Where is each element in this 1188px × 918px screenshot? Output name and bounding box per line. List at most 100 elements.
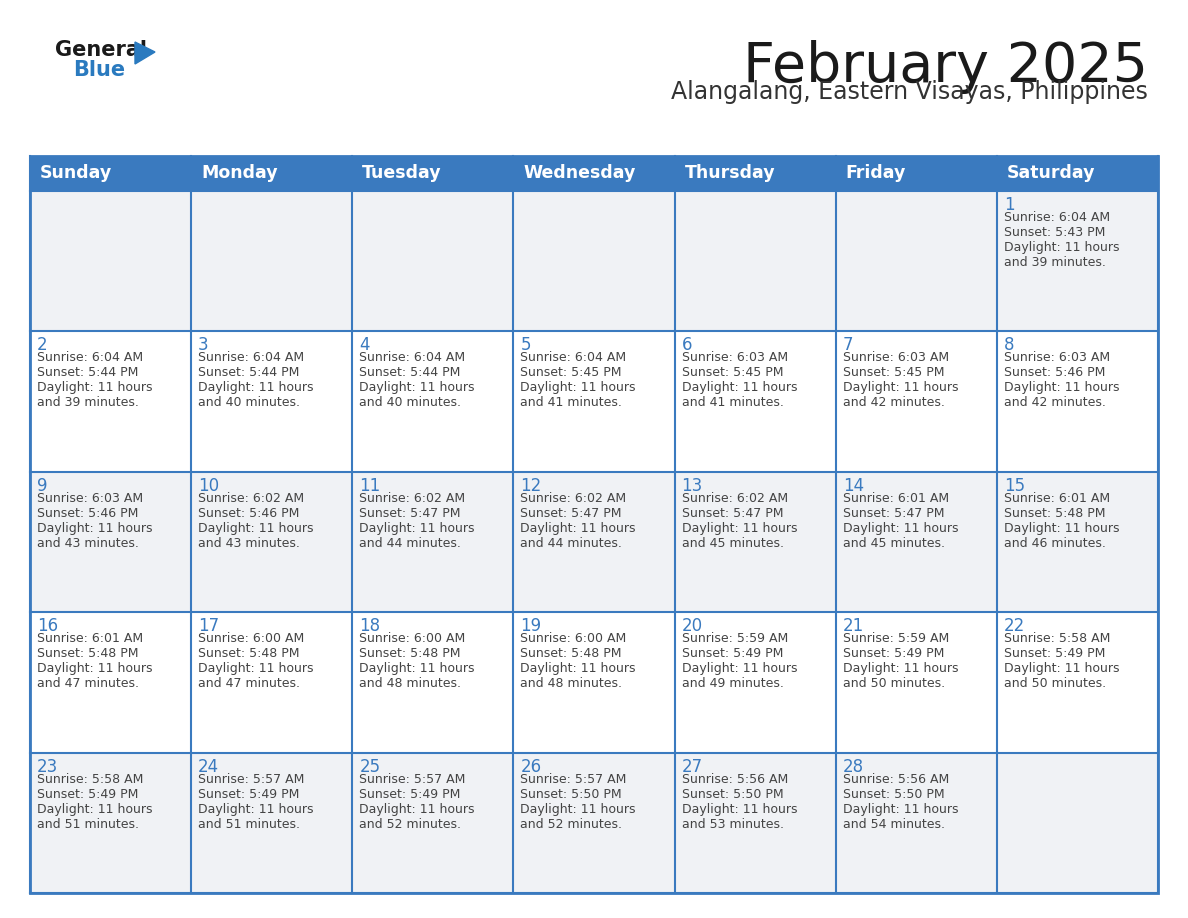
Text: Sunrise: 6:04 AM: Sunrise: 6:04 AM (520, 352, 626, 364)
Text: 27: 27 (682, 757, 702, 776)
Text: 17: 17 (198, 617, 220, 635)
Text: Daylight: 11 hours: Daylight: 11 hours (842, 662, 959, 676)
Polygon shape (135, 42, 154, 64)
Text: and 40 minutes.: and 40 minutes. (359, 397, 461, 409)
Text: and 52 minutes.: and 52 minutes. (359, 818, 461, 831)
Text: Sunset: 5:49 PM: Sunset: 5:49 PM (682, 647, 783, 660)
Text: Daylight: 11 hours: Daylight: 11 hours (682, 802, 797, 815)
Text: and 41 minutes.: and 41 minutes. (520, 397, 623, 409)
Text: Sunday: Sunday (40, 164, 112, 183)
Bar (30, 331, 191, 472)
Text: Daylight: 11 hours: Daylight: 11 hours (37, 802, 152, 815)
Text: Sunset: 5:47 PM: Sunset: 5:47 PM (520, 507, 623, 520)
Bar (675, 612, 835, 753)
Bar (997, 191, 1158, 331)
Text: Sunset: 5:50 PM: Sunset: 5:50 PM (682, 788, 783, 800)
Bar (191, 612, 353, 753)
Text: Sunset: 5:48 PM: Sunset: 5:48 PM (198, 647, 299, 660)
Text: Thursday: Thursday (684, 164, 776, 183)
Text: Sunrise: 5:59 AM: Sunrise: 5:59 AM (842, 633, 949, 645)
Text: Sunrise: 5:57 AM: Sunrise: 5:57 AM (359, 773, 466, 786)
Text: Daylight: 11 hours: Daylight: 11 hours (1004, 381, 1119, 395)
Text: Daylight: 11 hours: Daylight: 11 hours (37, 381, 152, 395)
Text: 22: 22 (1004, 617, 1025, 635)
Text: Daylight: 11 hours: Daylight: 11 hours (359, 662, 475, 676)
Bar (675, 472, 835, 612)
Text: 23: 23 (37, 757, 58, 776)
Text: Daylight: 11 hours: Daylight: 11 hours (520, 381, 636, 395)
Bar (835, 753, 997, 893)
Bar (513, 753, 675, 893)
Text: General: General (55, 40, 147, 60)
Bar (353, 612, 513, 753)
Bar (675, 753, 835, 893)
Text: Sunset: 5:49 PM: Sunset: 5:49 PM (198, 788, 299, 800)
Bar (191, 472, 353, 612)
Text: Sunset: 5:49 PM: Sunset: 5:49 PM (1004, 647, 1105, 660)
Text: Sunset: 5:49 PM: Sunset: 5:49 PM (842, 647, 944, 660)
Text: 12: 12 (520, 476, 542, 495)
Text: Sunset: 5:48 PM: Sunset: 5:48 PM (359, 647, 461, 660)
Text: and 46 minutes.: and 46 minutes. (1004, 537, 1106, 550)
Text: Daylight: 11 hours: Daylight: 11 hours (842, 521, 959, 535)
Text: Sunrise: 6:04 AM: Sunrise: 6:04 AM (1004, 211, 1110, 224)
Text: Sunrise: 6:01 AM: Sunrise: 6:01 AM (842, 492, 949, 505)
Text: Sunset: 5:44 PM: Sunset: 5:44 PM (198, 366, 299, 379)
Bar (675, 331, 835, 472)
Text: Daylight: 11 hours: Daylight: 11 hours (1004, 241, 1119, 254)
Text: Sunrise: 6:03 AM: Sunrise: 6:03 AM (37, 492, 143, 505)
Text: Daylight: 11 hours: Daylight: 11 hours (842, 381, 959, 395)
Text: and 44 minutes.: and 44 minutes. (520, 537, 623, 550)
Text: 19: 19 (520, 617, 542, 635)
Text: and 49 minutes.: and 49 minutes. (682, 677, 783, 690)
Text: Sunset: 5:44 PM: Sunset: 5:44 PM (37, 366, 138, 379)
Text: 24: 24 (198, 757, 220, 776)
Text: 14: 14 (842, 476, 864, 495)
Text: Sunset: 5:45 PM: Sunset: 5:45 PM (682, 366, 783, 379)
Text: and 42 minutes.: and 42 minutes. (1004, 397, 1106, 409)
Text: Sunset: 5:50 PM: Sunset: 5:50 PM (842, 788, 944, 800)
Text: Daylight: 11 hours: Daylight: 11 hours (520, 521, 636, 535)
Bar (997, 331, 1158, 472)
Text: Sunrise: 6:02 AM: Sunrise: 6:02 AM (198, 492, 304, 505)
Text: Sunrise: 6:00 AM: Sunrise: 6:00 AM (520, 633, 627, 645)
Text: and 45 minutes.: and 45 minutes. (682, 537, 784, 550)
Bar (997, 612, 1158, 753)
Text: and 41 minutes.: and 41 minutes. (682, 397, 783, 409)
Bar (191, 753, 353, 893)
Text: Sunrise: 5:57 AM: Sunrise: 5:57 AM (198, 773, 304, 786)
Text: Sunset: 5:45 PM: Sunset: 5:45 PM (842, 366, 944, 379)
Text: Sunset: 5:48 PM: Sunset: 5:48 PM (37, 647, 139, 660)
Text: Sunrise: 5:56 AM: Sunrise: 5:56 AM (842, 773, 949, 786)
Bar (30, 753, 191, 893)
Text: Daylight: 11 hours: Daylight: 11 hours (1004, 662, 1119, 676)
Text: Sunrise: 6:04 AM: Sunrise: 6:04 AM (359, 352, 466, 364)
Text: Sunrise: 6:03 AM: Sunrise: 6:03 AM (682, 352, 788, 364)
Text: Sunrise: 6:00 AM: Sunrise: 6:00 AM (198, 633, 304, 645)
Text: Daylight: 11 hours: Daylight: 11 hours (682, 521, 797, 535)
Text: 7: 7 (842, 336, 853, 354)
Text: Daylight: 11 hours: Daylight: 11 hours (359, 802, 475, 815)
Text: Sunrise: 5:56 AM: Sunrise: 5:56 AM (682, 773, 788, 786)
Text: Daylight: 11 hours: Daylight: 11 hours (359, 381, 475, 395)
Text: 5: 5 (520, 336, 531, 354)
Text: and 52 minutes.: and 52 minutes. (520, 818, 623, 831)
Bar (997, 472, 1158, 612)
Bar (30, 156, 1158, 893)
Text: 13: 13 (682, 476, 703, 495)
Bar (353, 472, 513, 612)
Bar (835, 472, 997, 612)
Text: Sunset: 5:48 PM: Sunset: 5:48 PM (1004, 507, 1105, 520)
Bar (997, 753, 1158, 893)
Text: and 47 minutes.: and 47 minutes. (37, 677, 139, 690)
Text: Wednesday: Wednesday (524, 164, 636, 183)
Text: Daylight: 11 hours: Daylight: 11 hours (198, 381, 314, 395)
Bar (513, 191, 675, 331)
Text: Daylight: 11 hours: Daylight: 11 hours (682, 381, 797, 395)
Text: 11: 11 (359, 476, 380, 495)
Text: Daylight: 11 hours: Daylight: 11 hours (37, 662, 152, 676)
Text: Daylight: 11 hours: Daylight: 11 hours (198, 802, 314, 815)
Bar (353, 331, 513, 472)
Text: and 47 minutes.: and 47 minutes. (198, 677, 301, 690)
Text: Blue: Blue (72, 60, 125, 80)
